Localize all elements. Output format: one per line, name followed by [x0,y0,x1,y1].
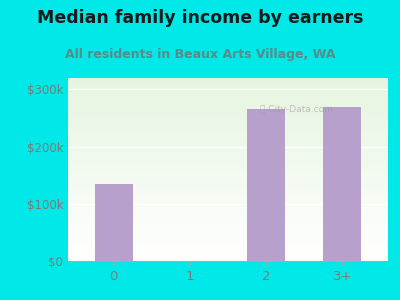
Bar [95,184,133,261]
Bar [247,110,285,261]
Text: ⓒ City-Data.com: ⓒ City-Data.com [260,106,333,115]
Text: All residents in Beaux Arts Village, WA: All residents in Beaux Arts Village, WA [65,48,335,61]
Bar [323,106,361,261]
Text: Median family income by earners: Median family income by earners [37,9,363,27]
